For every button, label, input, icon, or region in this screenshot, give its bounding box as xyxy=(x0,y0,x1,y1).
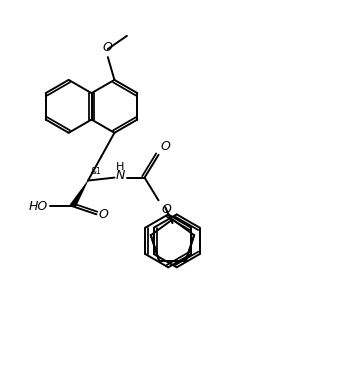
Text: O: O xyxy=(103,41,113,54)
Polygon shape xyxy=(70,180,88,208)
Text: O: O xyxy=(160,140,170,153)
Text: HO: HO xyxy=(28,200,47,213)
Text: N: N xyxy=(116,169,125,182)
Text: O: O xyxy=(161,203,171,216)
Text: H: H xyxy=(116,162,124,172)
Text: O: O xyxy=(98,208,108,221)
Text: &1: &1 xyxy=(91,167,102,176)
